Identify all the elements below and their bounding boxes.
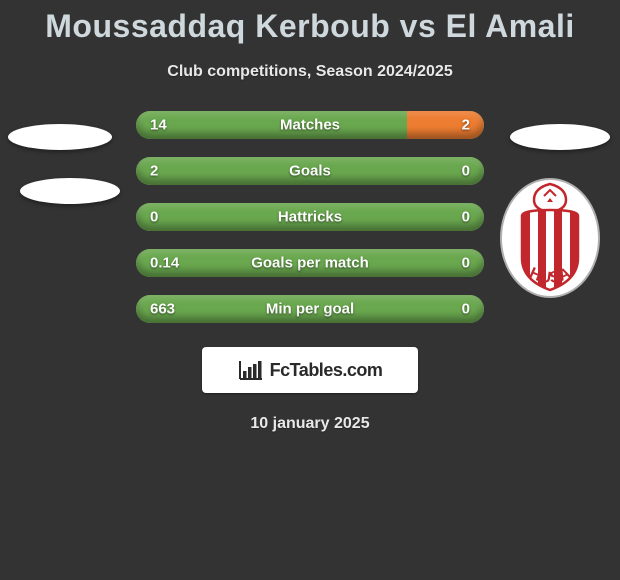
stat-label: Min per goal <box>266 301 354 318</box>
stat-bar: 0 0 Hattricks <box>136 203 484 231</box>
stat-row: 2 0 Goals <box>0 157 620 185</box>
bar-right <box>407 111 484 139</box>
bar-left <box>136 111 407 139</box>
value-left: 663 <box>150 301 175 318</box>
value-left: 2 <box>150 163 158 180</box>
stat-row: 663 0 Min per goal <box>0 295 620 323</box>
stat-label: Goals <box>289 163 331 180</box>
stat-row: 0.14 0 Goals per match <box>0 249 620 277</box>
chart-icon <box>238 359 264 381</box>
stat-bar: 2 0 Goals <box>136 157 484 185</box>
value-right: 0 <box>462 163 470 180</box>
branding-text: FcTables.com <box>270 360 383 381</box>
branding-box: FcTables.com <box>202 347 418 393</box>
stat-label: Goals per match <box>251 255 369 272</box>
value-right: 0 <box>462 255 470 272</box>
stat-row: 0 0 Hattricks <box>0 203 620 231</box>
date-label: 10 january 2025 <box>0 415 620 433</box>
stat-row: 14 2 Matches <box>0 111 620 139</box>
value-right: 0 <box>462 209 470 226</box>
subtitle: Club competitions, Season 2024/2025 <box>0 63 620 81</box>
stat-bar: 0.14 0 Goals per match <box>136 249 484 277</box>
stat-label: Hattricks <box>278 209 342 226</box>
value-left: 0.14 <box>150 255 179 272</box>
value-right: 0 <box>462 301 470 318</box>
value-right: 2 <box>462 117 470 134</box>
stat-bar: 663 0 Min per goal <box>136 295 484 323</box>
stat-bar: 14 2 Matches <box>136 111 484 139</box>
stats-list: 14 2 Matches 2 0 Goals 0 0 Hattricks 0.14 0 Goals p… <box>0 111 620 323</box>
stat-label: Matches <box>280 117 340 134</box>
root: HUSA Moussaddaq Kerboub vs El Amali Club… <box>0 0 620 433</box>
value-left: 0 <box>150 209 158 226</box>
page-title: Moussaddaq Kerboub vs El Amali <box>0 0 620 45</box>
value-left: 14 <box>150 117 167 134</box>
